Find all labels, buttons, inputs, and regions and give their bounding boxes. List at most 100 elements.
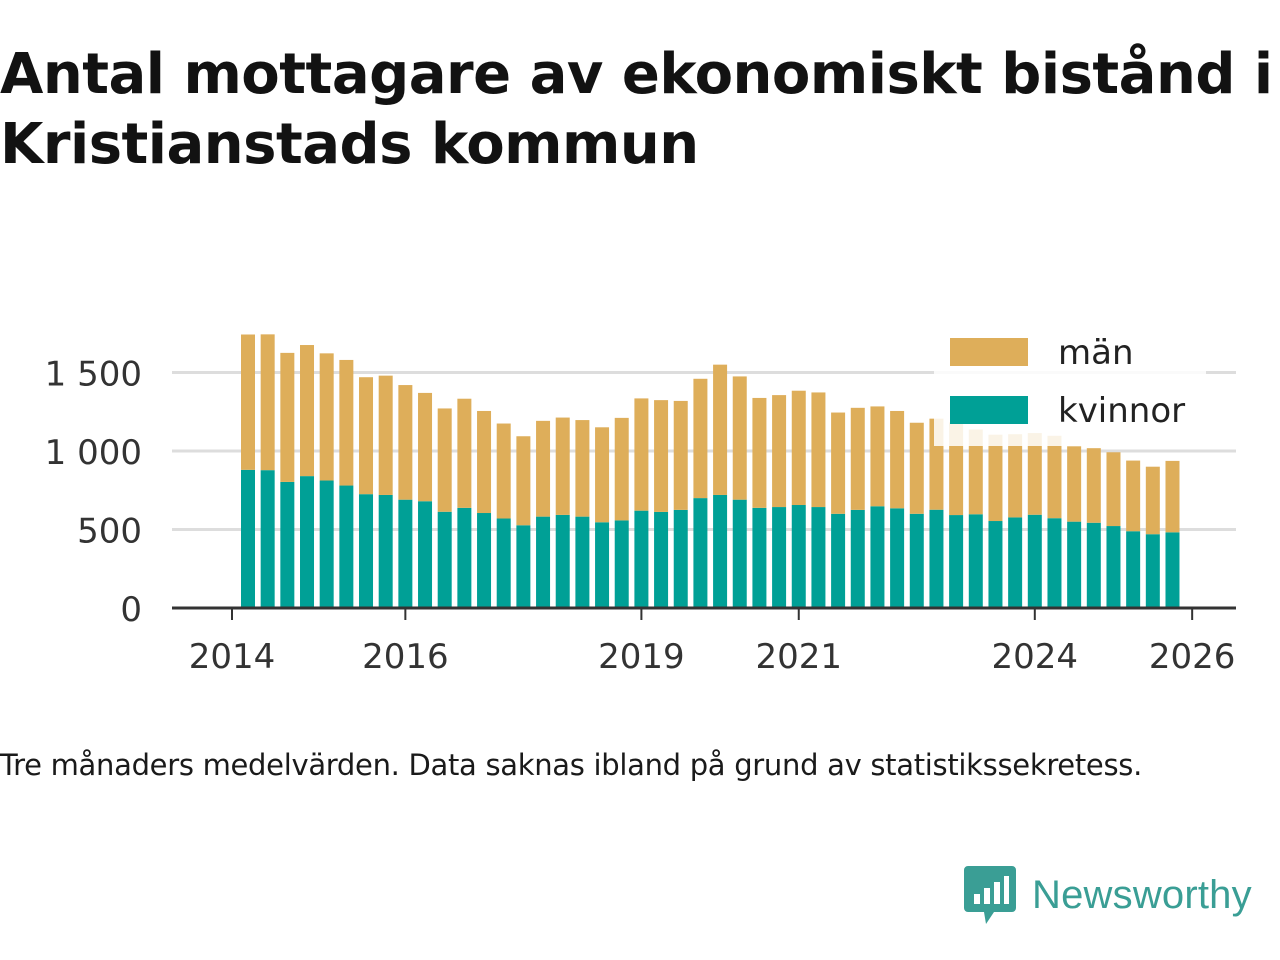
bar-kvinnor <box>713 494 728 608</box>
bar-kvinnor <box>555 514 570 608</box>
bar-kvinnor <box>1126 531 1141 608</box>
bar-kvinnor <box>319 480 334 608</box>
bar-kvinnor <box>772 507 787 608</box>
bar-man <box>418 392 433 502</box>
bar-kvinnor <box>791 505 806 608</box>
bar-kvinnor <box>1165 532 1180 608</box>
bar-kvinnor <box>614 520 629 608</box>
bar-kvinnor <box>693 498 708 608</box>
bar-man <box>595 427 610 523</box>
bar-kvinnor <box>1027 514 1042 608</box>
bar-man <box>909 422 924 514</box>
bar-kvinnor <box>477 513 492 608</box>
bar-man <box>1086 448 1101 523</box>
bar-man <box>1008 434 1023 518</box>
bar-man <box>496 423 511 519</box>
bar-man <box>752 397 767 508</box>
y-axis-ticks: 0 500 1 000 1 500 <box>45 355 142 631</box>
x-tick-label: 2014 <box>189 637 276 677</box>
bar-kvinnor <box>280 481 295 608</box>
x-tick-label: 2019 <box>598 637 685 677</box>
bar-kvinnor <box>260 470 275 608</box>
bar-kvinnor <box>457 507 472 608</box>
brand-name: Newsworthy <box>1032 872 1252 917</box>
bar-kvinnor <box>1086 522 1101 608</box>
bar-man <box>988 434 1003 522</box>
bar-man <box>1165 460 1180 533</box>
bar-man <box>811 392 826 508</box>
bar-man <box>339 359 354 486</box>
y-tick-label: 500 <box>77 512 142 552</box>
bar-kvinnor <box>437 511 452 608</box>
x-tick-label: 2016 <box>362 637 449 677</box>
bar-kvinnor <box>595 522 610 608</box>
bar-man <box>732 376 747 500</box>
bars <box>241 334 1180 608</box>
page-title: Antal mottagare av ekonomiskt bistånd i … <box>0 42 1273 177</box>
bar-kvinnor <box>752 507 767 608</box>
legend: män kvinnor <box>934 326 1206 446</box>
bar-kvinnor <box>378 494 393 608</box>
bar-kvinnor <box>1106 526 1121 608</box>
bar-kvinnor <box>1008 517 1023 608</box>
bar-man <box>831 412 846 514</box>
bar-man <box>536 420 551 517</box>
bar-man <box>654 400 669 512</box>
bar-man <box>1126 460 1141 532</box>
y-tick-label: 1 500 <box>45 355 142 395</box>
bar-kvinnor <box>870 506 885 608</box>
legend-label-women: kvinnor <box>1058 391 1185 431</box>
bar-man <box>870 406 885 507</box>
bar-kvinnor <box>241 469 255 608</box>
legend-swatch-women <box>950 396 1028 424</box>
bar-man <box>319 353 334 481</box>
bar-kvinnor <box>536 516 551 608</box>
bar-kvinnor <box>1145 534 1160 608</box>
bar-man <box>516 436 531 526</box>
bar-man <box>280 352 295 482</box>
bar-man <box>1027 433 1042 515</box>
bar-kvinnor <box>1067 521 1082 608</box>
bar-kvinnor <box>359 494 374 608</box>
bar-man <box>1067 446 1082 522</box>
bar-man <box>1145 466 1160 535</box>
bar-man <box>378 375 393 495</box>
bar-kvinnor <box>988 521 1003 608</box>
bar-man <box>398 385 413 500</box>
bar-kvinnor <box>929 509 944 608</box>
legend-label-men: män <box>1058 333 1134 373</box>
bar-man <box>850 407 865 510</box>
bar-man <box>968 429 983 515</box>
footnote: Tre månaders medelvärden. Data saknas ib… <box>0 748 1142 782</box>
bar-kvinnor <box>732 499 747 608</box>
bar-kvinnor <box>418 501 433 608</box>
bar-man <box>713 364 728 495</box>
bar-kvinnor <box>575 516 590 608</box>
bar-man <box>457 398 472 508</box>
bar-kvinnor <box>850 509 865 608</box>
x-tick-label: 2026 <box>1149 637 1236 677</box>
bar-man <box>673 400 688 510</box>
bar-man <box>359 377 374 495</box>
bar-kvinnor <box>300 476 315 608</box>
bar-man <box>260 334 275 471</box>
bar-kvinnor <box>890 508 905 608</box>
bar-man <box>555 417 570 515</box>
bar-man <box>791 390 806 506</box>
bar-kvinnor <box>968 514 983 608</box>
bar-kvinnor <box>496 518 511 608</box>
bar-man <box>890 410 905 509</box>
x-tick-label: 2021 <box>755 637 842 677</box>
bar-man <box>437 408 452 512</box>
bar-man <box>634 398 649 511</box>
bar-kvinnor <box>949 515 964 608</box>
bar-kvinnor <box>634 510 649 608</box>
bar-man <box>477 410 492 514</box>
bar-man <box>300 345 315 477</box>
newsworthy-logo-icon <box>964 866 1016 924</box>
bar-kvinnor <box>339 485 354 608</box>
legend-swatch-men <box>950 338 1028 366</box>
bar-kvinnor <box>831 513 846 608</box>
y-tick-label: 0 <box>120 590 142 630</box>
